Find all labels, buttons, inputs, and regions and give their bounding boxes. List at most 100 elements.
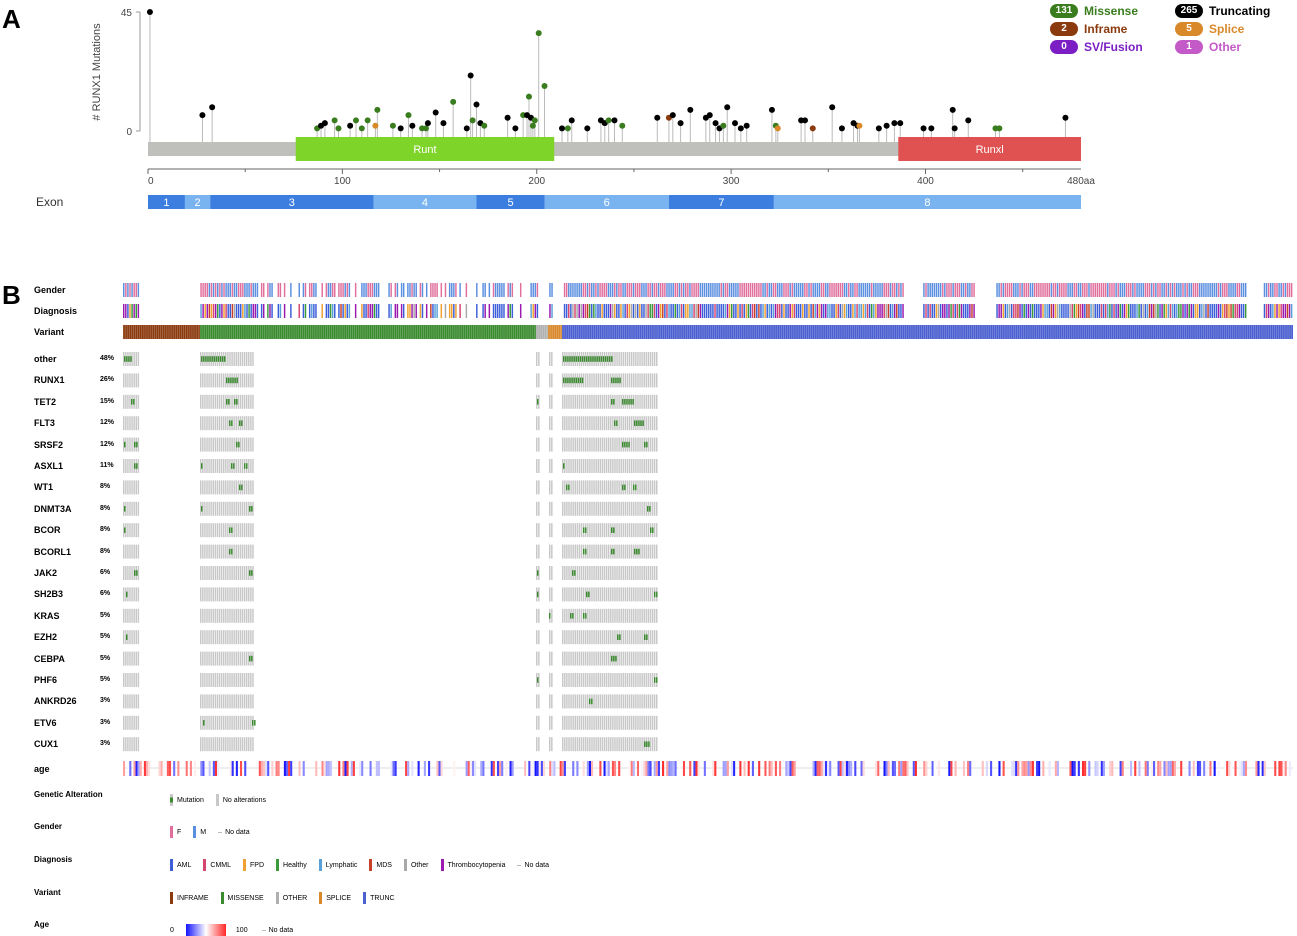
gene-cell <box>576 566 579 580</box>
age-cell <box>214 761 218 776</box>
gene-cell <box>624 501 627 516</box>
age-cell <box>1209 761 1212 776</box>
diagnosis-cell <box>402 304 405 318</box>
gender-cell <box>246 283 248 297</box>
lollipop-head <box>504 114 511 121</box>
gene-cell <box>225 373 227 388</box>
diagnosis-cell <box>854 304 856 318</box>
gene-cell <box>628 523 631 538</box>
gene-cell <box>212 694 214 709</box>
mutation-mark <box>656 677 658 683</box>
mutation-mark <box>575 377 577 384</box>
gene-cell <box>637 437 639 452</box>
mutation-mark <box>537 677 539 683</box>
gene-cell <box>589 394 591 409</box>
gene-cell <box>135 673 137 687</box>
gene-cell <box>227 523 229 538</box>
gene-cell <box>568 608 570 623</box>
gender-cell <box>570 283 572 297</box>
diagnosis-cell <box>137 304 140 318</box>
gene-cell <box>595 459 597 473</box>
gender-cell <box>1180 283 1182 297</box>
gene-cell <box>582 673 585 687</box>
gender-cell <box>260 283 263 297</box>
age-cell <box>914 761 917 776</box>
gender-cell <box>747 283 750 297</box>
gene-cell <box>624 587 627 602</box>
gene-cell <box>597 394 599 409</box>
gene-cell <box>580 373 583 388</box>
gene-cell <box>618 608 620 623</box>
gene-cell <box>633 608 635 623</box>
diagnosis-cell <box>1079 304 1082 318</box>
gender-cell <box>1211 283 1213 297</box>
diagnosis-cell <box>1217 304 1220 318</box>
gene-cell <box>239 352 242 366</box>
diagnosis-cell <box>413 304 415 318</box>
age-cell <box>726 761 729 776</box>
diagnosis-cell <box>419 304 422 318</box>
gene-cell <box>549 630 551 645</box>
gene-cell <box>200 352 202 366</box>
gene-cell <box>582 352 585 366</box>
gene-cell <box>582 501 585 516</box>
gender-cell <box>712 283 714 297</box>
gene-cell <box>137 437 140 452</box>
gender-cell <box>613 283 616 297</box>
diagnosis-cell <box>1272 304 1274 318</box>
age-cell <box>267 761 270 776</box>
age-cell <box>350 761 353 776</box>
gender-cell <box>1201 283 1203 297</box>
gene-cell <box>637 459 639 473</box>
gene-cell <box>135 694 137 709</box>
gene-cell <box>601 673 604 687</box>
gene-cell <box>248 737 250 752</box>
gene-cell <box>125 694 127 709</box>
gene-cell <box>641 737 643 752</box>
gene-cell <box>645 566 648 580</box>
gene-cell <box>597 715 599 730</box>
gene-cell <box>593 501 595 516</box>
mutation-mark <box>579 377 582 384</box>
gene-cell <box>220 566 223 580</box>
lollipop-head <box>409 122 416 129</box>
lollipop-head <box>432 109 439 116</box>
gender-cell <box>680 283 683 297</box>
gene-cell <box>578 694 581 709</box>
gene-cell <box>612 673 614 687</box>
age-cell <box>160 761 163 776</box>
gene-cell <box>574 416 576 431</box>
age-cell <box>779 761 782 776</box>
gender-cell <box>277 283 280 297</box>
gene-cell <box>135 737 137 752</box>
gene-cell <box>218 694 221 709</box>
gene-cell <box>624 715 627 730</box>
age-cell <box>902 761 905 776</box>
gene-cell <box>651 459 654 473</box>
gender-cell <box>1104 283 1107 297</box>
gender-cell <box>873 283 875 297</box>
gender-cell <box>850 283 852 297</box>
gene-cell <box>595 523 597 538</box>
gene-cell <box>610 587 612 602</box>
gender-cell <box>969 283 971 297</box>
diagnosis-cell <box>657 304 660 318</box>
gene-cell <box>584 416 587 431</box>
gene-cell <box>570 459 572 473</box>
legend-swatch <box>363 892 367 904</box>
gene-cell <box>639 737 641 752</box>
gender-cell <box>678 283 681 297</box>
diagnosis-cell <box>369 304 371 318</box>
diagnosis-cell <box>501 304 503 318</box>
gender-cell <box>858 283 860 297</box>
mutation-mark <box>130 356 132 362</box>
gene-cell <box>582 459 585 473</box>
age-cell <box>900 761 903 776</box>
gene-cell <box>214 480 217 495</box>
diagnosis-cell <box>870 304 873 318</box>
gene-cell <box>127 694 129 709</box>
gene-cell <box>549 394 551 409</box>
gene-cell <box>538 630 540 645</box>
gene-cell <box>605 394 608 409</box>
gene-percent: 8% <box>100 526 111 534</box>
